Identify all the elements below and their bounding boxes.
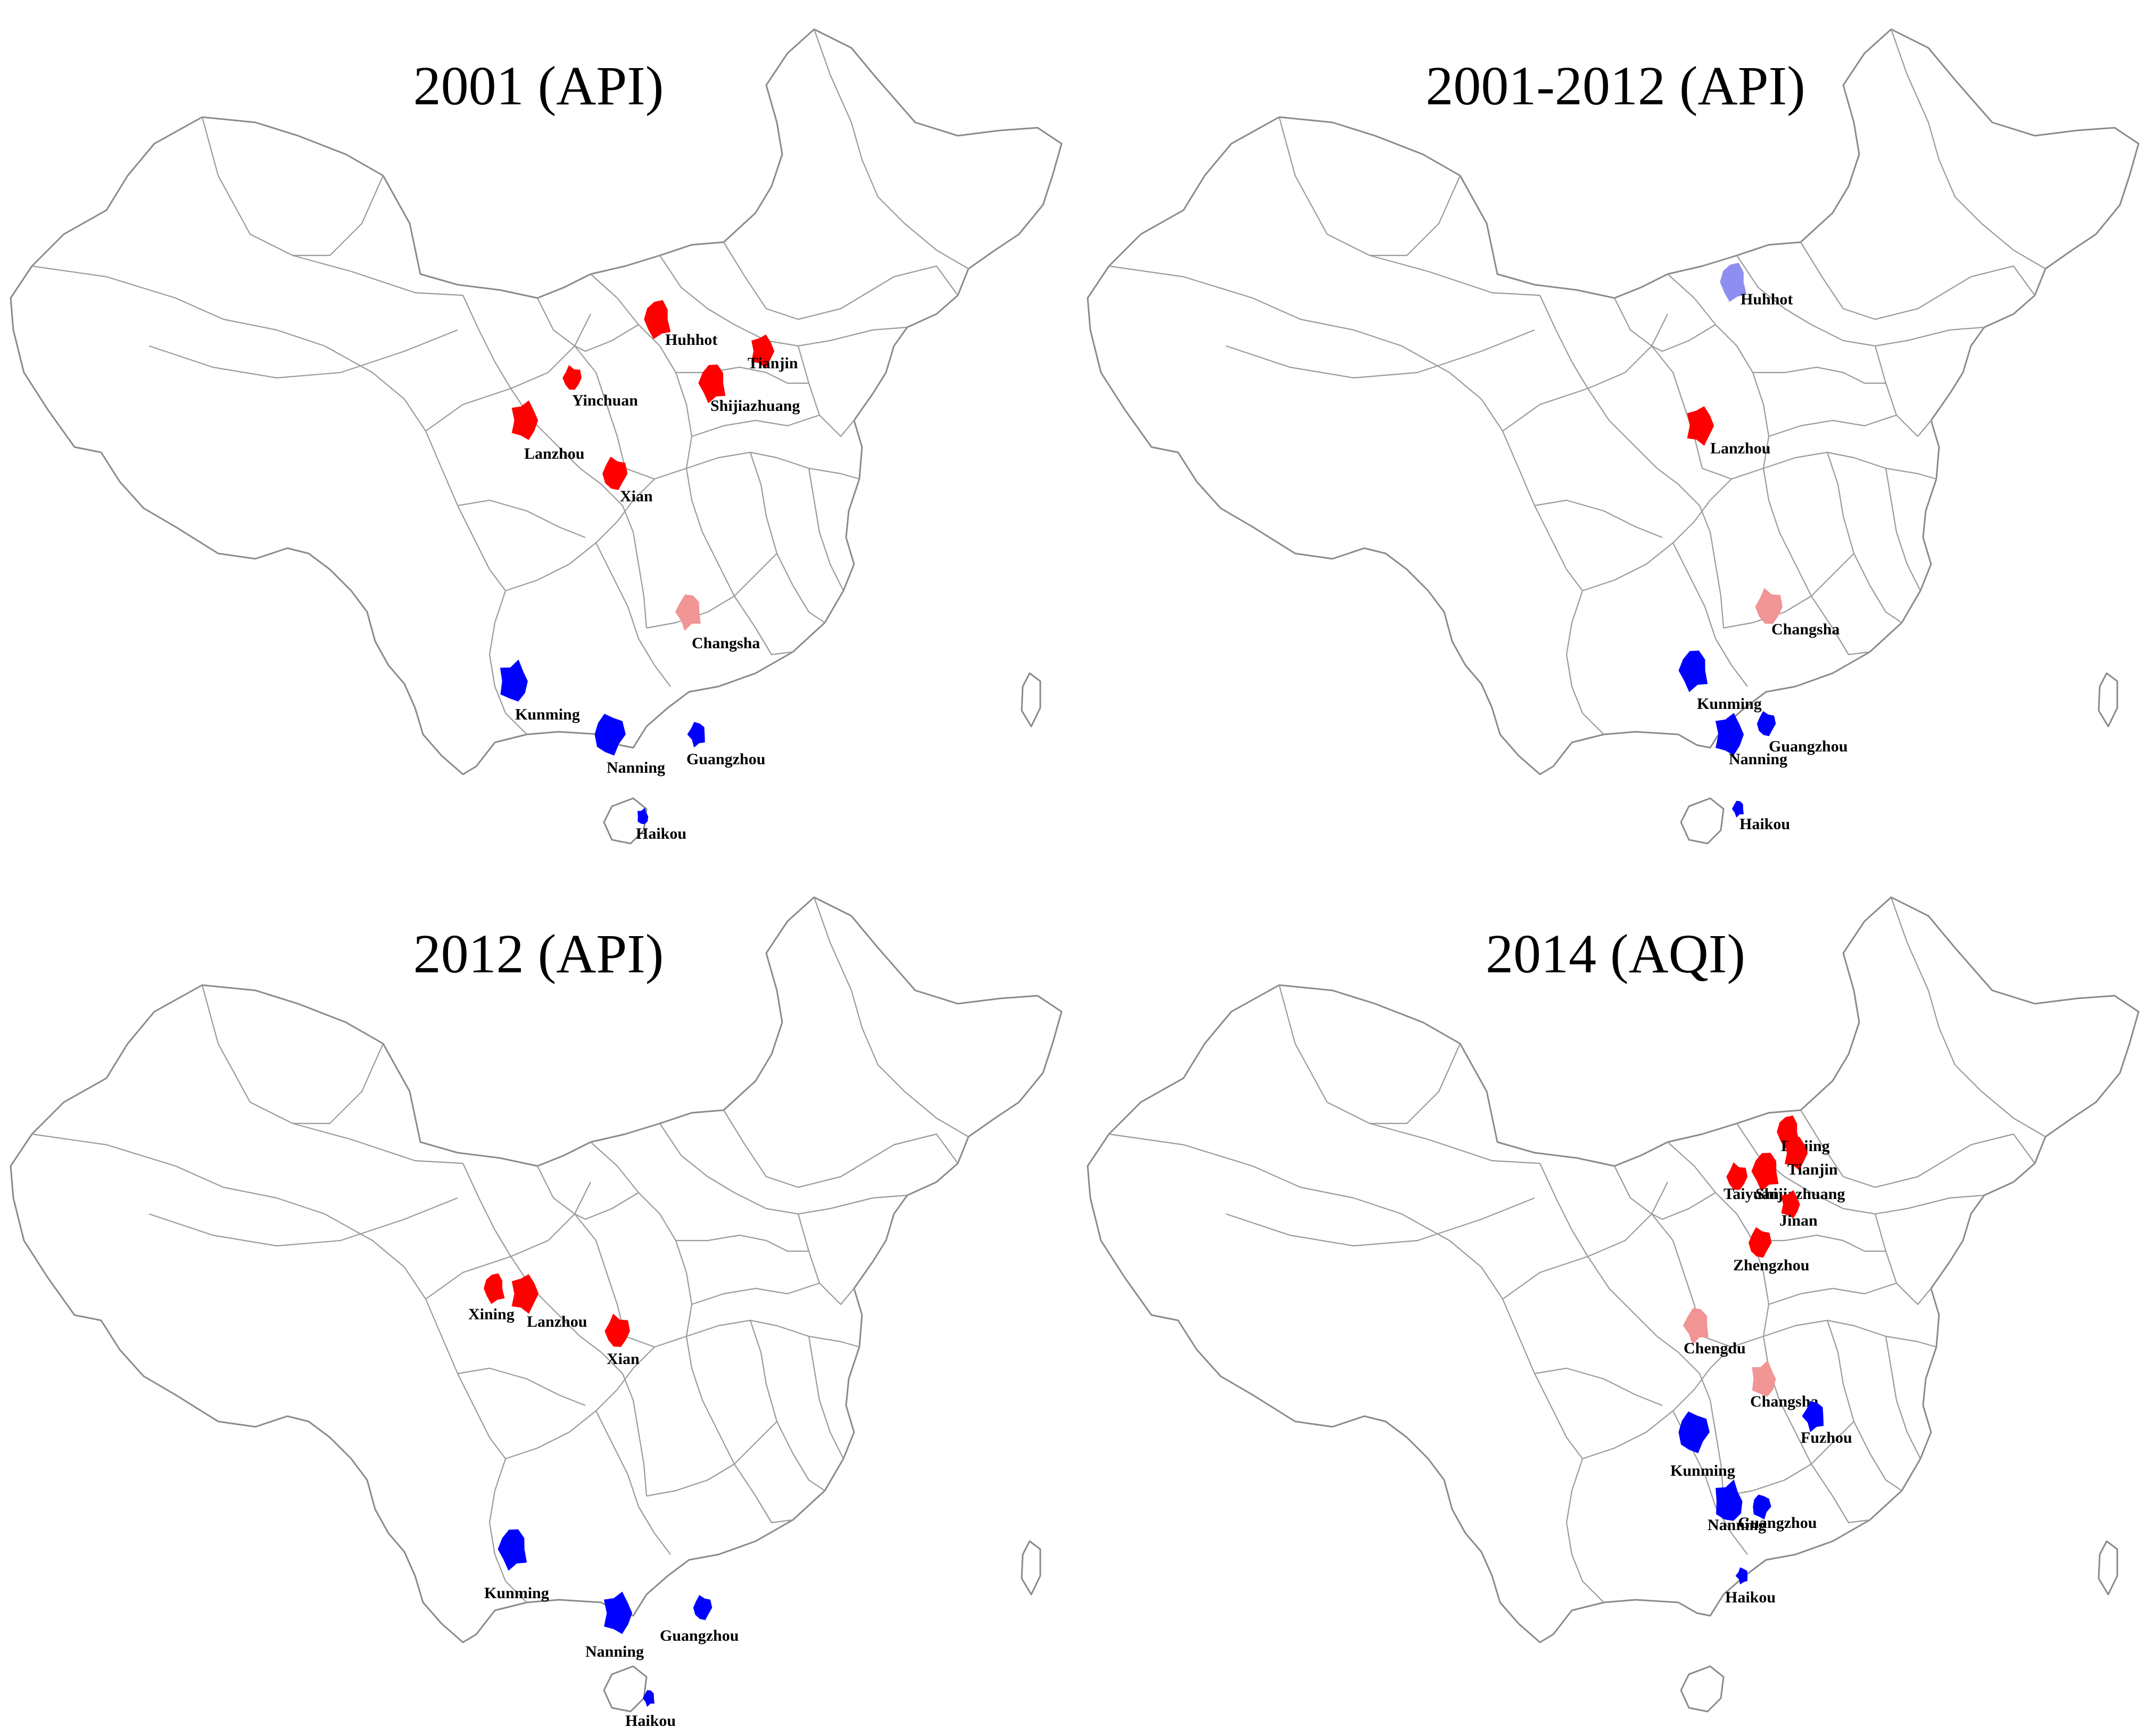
city-label-nanning: Nanning <box>1729 750 1787 768</box>
city-label-kunming: Kunming <box>484 1584 549 1602</box>
city-region-haikou <box>1735 1567 1748 1585</box>
city-region-huhhot <box>644 300 671 340</box>
city-label-xian: Xian <box>620 487 653 505</box>
city-region-nanning <box>594 714 626 756</box>
city-region-haikou <box>642 1690 655 1707</box>
city-region-guangzhou <box>1757 711 1776 737</box>
city-region-kunming <box>1678 1411 1710 1453</box>
china-map: Huhhot Lanzhou Changsha Kunming NanningGuang… <box>1087 28 2140 845</box>
city-region-nanning <box>1715 713 1744 756</box>
city-label-xining: Xining <box>468 1305 515 1323</box>
city-region-huhhot <box>1720 262 1747 302</box>
city-label-shijiazhuang: Shijiazhuang <box>710 397 800 415</box>
map-title: 2012 (API) <box>413 923 664 985</box>
city-region-changsha <box>1755 588 1783 624</box>
city-label-shijiazhuang: Shijiazhuang <box>1755 1185 1845 1203</box>
city-label-kunming: Kunming <box>515 706 580 723</box>
city-label-xian: Xian <box>607 1350 640 1368</box>
city-region-zhengzhou <box>1749 1227 1772 1258</box>
city-label-chengdu: Chengdu <box>1684 1340 1746 1357</box>
city-region-nanning <box>1716 1479 1743 1521</box>
map-title: 2014 (AQI) <box>1485 923 1746 985</box>
city-region-lanzhou <box>511 400 538 440</box>
city-region-haikou <box>637 807 649 824</box>
city-label-tianjin: Tianjin <box>748 354 798 372</box>
map-panel-2001: Huhhot Tianjin Yinchuan Shijiazhuang Lanzhou… <box>0 0 1077 868</box>
city-label-huhhot: Huhhot <box>665 331 717 349</box>
city-label-changsha: Changsha <box>1771 621 1840 638</box>
city-region-guangzhou <box>687 722 705 748</box>
map-title: 2001 (API) <box>413 55 664 117</box>
map-panel-2012: Xining Lanzhou Xian Kunming Nanning Guangzhou… <box>0 868 1077 1736</box>
city-label-haikou: Haikou <box>625 1712 676 1730</box>
city-region-jinan <box>1781 1190 1800 1219</box>
city-region-chengdu <box>1683 1308 1709 1345</box>
city-region-guangzhou <box>693 1595 713 1621</box>
city-label-lanzhou: Lanzhou <box>1710 440 1770 457</box>
city-label-nanning: Nanning <box>585 1643 644 1660</box>
city-region-xining <box>484 1273 505 1304</box>
city-label-lanzhou: Lanzhou <box>524 445 584 462</box>
city-region-shijiazhuang <box>698 365 726 403</box>
city-region-yinchuan <box>562 365 582 390</box>
city-region-changsha <box>675 594 701 631</box>
china-map: Huhhot Tianjin Yinchuan Shijiazhuang Lanzhou… <box>10 28 1063 845</box>
city-region-lanzhou <box>1687 406 1714 446</box>
city-label-fuzhou: Fuzhou <box>1801 1429 1852 1446</box>
city-region-xian <box>602 457 628 490</box>
city-region-haikou <box>1732 800 1744 818</box>
city-label-huhhot: Huhhot <box>1741 291 1793 308</box>
city-label-haikou: Haikou <box>636 825 686 842</box>
city-region-xian <box>604 1313 630 1347</box>
map-title: 2001-2012 (API) <box>1426 55 1805 117</box>
city-region-tianjin <box>1784 1136 1808 1171</box>
city-region-changsha <box>1752 1360 1776 1397</box>
city-label-kunming: Kunming <box>1670 1462 1735 1479</box>
city-region-nanning <box>603 1591 633 1634</box>
city-region-shijiazhuang <box>1751 1153 1779 1192</box>
city-label-changsha: Changsha <box>692 634 760 652</box>
city-label-changsha: Changsha <box>1750 1393 1818 1410</box>
city-label-guangzhou: Guangzhou <box>686 750 765 768</box>
city-label-lanzhou: Lanzhou <box>527 1313 587 1330</box>
city-label-nanning: Nanning <box>607 759 665 776</box>
city-label-tianjin: Tianjin <box>1787 1161 1838 1178</box>
map-panel-2001-2012: Huhhot Lanzhou Changsha Kunming Nanning Guang… <box>1077 0 2154 868</box>
china-map: BeijingTianjinTaiyuanShijiazhuangJinanZh… <box>1087 896 2140 1713</box>
city-label-jinan: Jinan <box>1779 1212 1818 1229</box>
city-region-taiyuan <box>1726 1162 1747 1190</box>
city-label-guangzhou: Guangzhou <box>660 1627 739 1644</box>
map-panel-2014: Beijing Tianjin Taiyuan Shijiazhuang Jinan Zh… <box>1077 868 2154 1736</box>
city-region-kunming <box>1678 650 1708 692</box>
city-region-kunming <box>498 1529 527 1571</box>
city-label-zhengzhou: Zhengzhou <box>1733 1256 1809 1274</box>
city-label-taiyuan: Taiyuan <box>1724 1185 1779 1203</box>
china-map: Xining Lanzhou Xian Kunming Nanning Guangzhou… <box>10 896 1063 1730</box>
city-region-lanzhou <box>511 1274 539 1314</box>
city-region-tianjin <box>751 334 775 369</box>
city-region-fuzhou <box>1802 1401 1824 1433</box>
city-label-yinchuan: Yinchuan <box>572 392 638 409</box>
city-region-kunming <box>500 659 528 702</box>
city-label-guangzhou: Guangzhou <box>1738 1514 1817 1532</box>
city-label-nanning: Nanning <box>1708 1516 1766 1534</box>
city-label-guangzhou: Guangzhou <box>1769 738 1848 755</box>
city-label-kunming: Kunming <box>1697 695 1762 713</box>
city-region-guangzhou <box>1753 1494 1771 1520</box>
city-label-haikou: Haikou <box>1739 815 1790 833</box>
city-label-haikou: Haikou <box>1725 1589 1776 1606</box>
